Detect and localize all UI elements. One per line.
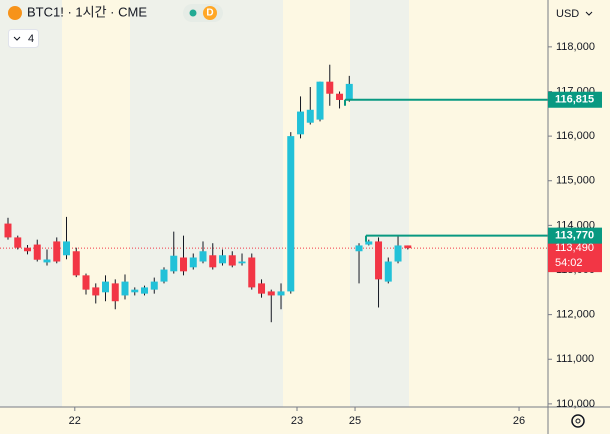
x-tick-label: 23 bbox=[291, 415, 303, 427]
session-band bbox=[409, 0, 548, 407]
candle-body bbox=[63, 241, 71, 256]
x-tick-label: 26 bbox=[513, 415, 525, 427]
candle-body bbox=[297, 111, 305, 135]
indicator-toggle[interactable] bbox=[8, 29, 39, 48]
candle-body bbox=[384, 261, 392, 282]
candle-body bbox=[33, 244, 41, 260]
candle-body bbox=[170, 255, 178, 272]
candle-body bbox=[199, 251, 207, 262]
candle-body bbox=[102, 281, 110, 293]
badge-circle bbox=[203, 6, 217, 20]
candle-body bbox=[219, 255, 227, 264]
chevron bbox=[585, 11, 593, 16]
y-tick-label: 110,000 bbox=[556, 398, 595, 410]
price-line-box bbox=[548, 227, 602, 244]
candle-body bbox=[209, 255, 217, 268]
labels: 118,000117,000116,000115,000114,000113,0… bbox=[69, 41, 602, 427]
candle-body bbox=[316, 81, 324, 120]
time-axis-bg bbox=[0, 407, 548, 434]
candle-body bbox=[72, 251, 80, 276]
candle-body bbox=[287, 136, 295, 292]
settings-icon[interactable] bbox=[571, 414, 585, 428]
candle-body bbox=[336, 93, 344, 100]
marks bbox=[0, 64, 548, 323]
badge-text: D bbox=[206, 8, 213, 19]
x-tick-label: 25 bbox=[349, 415, 361, 427]
currency[interactable]: USD bbox=[556, 8, 579, 20]
candle-body bbox=[23, 247, 31, 252]
y-tick-label: 116,000 bbox=[556, 130, 595, 142]
candle-body bbox=[375, 241, 383, 280]
candle-body bbox=[267, 291, 275, 296]
indicator-count: 4 bbox=[28, 33, 34, 45]
candle-body bbox=[131, 289, 139, 293]
candle-body bbox=[345, 83, 353, 100]
candle-body bbox=[258, 283, 266, 294]
candle-body bbox=[394, 245, 402, 262]
coin-icon bbox=[8, 6, 22, 20]
candle-body bbox=[14, 237, 22, 248]
candle-body bbox=[111, 283, 119, 302]
y-tick-label: 111,000 bbox=[556, 353, 594, 365]
candle-body bbox=[160, 269, 168, 282]
candle-body bbox=[277, 291, 285, 296]
x-tick-label: 22 bbox=[69, 415, 81, 427]
candle-body bbox=[180, 257, 188, 272]
candle-body bbox=[326, 81, 334, 94]
candle-body bbox=[306, 109, 314, 123]
settings-icon-center bbox=[575, 418, 581, 424]
price-line-box bbox=[548, 91, 602, 108]
y-tick-label: 115,000 bbox=[556, 175, 595, 187]
candle-body bbox=[355, 245, 363, 252]
candle-body bbox=[365, 241, 373, 245]
status-dot bbox=[189, 9, 197, 17]
candle-body bbox=[121, 281, 129, 296]
countdown: 54:02 bbox=[555, 257, 583, 269]
y-tick-label: 112,000 bbox=[556, 309, 595, 321]
candle-body bbox=[238, 261, 246, 264]
candle-body bbox=[92, 287, 100, 296]
candle-body bbox=[4, 223, 12, 238]
candle-body bbox=[43, 259, 51, 263]
y-tick-label: 118,000 bbox=[556, 41, 595, 53]
candle-body bbox=[228, 255, 236, 266]
candle-body bbox=[248, 257, 256, 288]
session-band bbox=[62, 0, 130, 407]
candle-body bbox=[53, 241, 61, 262]
last-price-box bbox=[548, 240, 602, 273]
price-line-label: 116,815 bbox=[555, 94, 594, 106]
candle-body bbox=[82, 275, 90, 290]
price-axis-bg bbox=[548, 0, 610, 434]
candle-body bbox=[404, 245, 412, 249]
price-line-label: 113,770 bbox=[555, 230, 594, 242]
candle-body bbox=[189, 257, 197, 268]
symbol: BTC1! · 1시간 · CME bbox=[27, 4, 147, 19]
candle-body bbox=[141, 287, 149, 294]
last-price-label: 113,490 bbox=[555, 242, 594, 254]
candle-body bbox=[150, 281, 158, 290]
chevron bbox=[13, 36, 21, 41]
